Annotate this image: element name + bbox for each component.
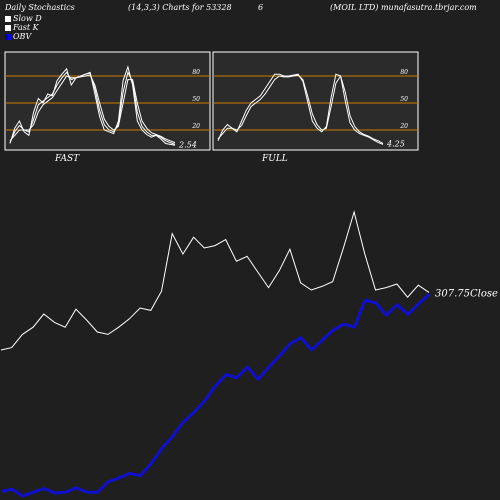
legend-slow-d: Slow D — [5, 14, 42, 23]
full-series-1 — [217, 74, 384, 144]
header-title: Daily Stochastics — [5, 3, 75, 12]
legend-label-obv: OBV — [13, 32, 32, 41]
fast-panel-title: FAST — [54, 154, 80, 164]
full-tick-label-80: 80 — [400, 69, 408, 76]
close-price-label: 307.75Close — [435, 288, 498, 299]
legend-fast-k: Fast K — [5, 23, 39, 32]
obv-line — [0, 292, 431, 498]
fast-series-0 — [9, 65, 176, 146]
legend-label-slow-d: Slow D — [13, 14, 42, 23]
legend-swatch-fast-k — [5, 24, 11, 31]
header-params: (14,3,3) Charts for 53328 — [128, 3, 232, 12]
fast-last-value-label: 2.54 — [178, 140, 197, 149]
fast-tick-label-20: 20 — [191, 123, 200, 130]
header-number: 6 — [258, 3, 264, 12]
legend-swatch-slow-d — [5, 15, 11, 22]
full-tick-label-50: 50 — [400, 96, 408, 103]
fast-panel-frame — [4, 51, 211, 151]
fast-tick-label-80: 80 — [192, 69, 200, 76]
full-last-value-label: 4.25 — [386, 139, 405, 148]
fast-tick-label-50: 50 — [192, 96, 200, 103]
full-panel-frame — [212, 51, 419, 151]
full-tick-label-20: 20 — [399, 123, 408, 130]
legend-obv: OBV — [5, 32, 31, 41]
legend-label-fast-k: Fast K — [13, 23, 39, 32]
legend-swatch-obv — [5, 33, 11, 40]
header-source: (MOIL LTD) munafasutra.tbrjar.com — [330, 3, 477, 12]
price-line — [0, 210, 430, 351]
full-panel-title: FULL — [261, 154, 288, 164]
fast-series-2 — [9, 74, 176, 144]
